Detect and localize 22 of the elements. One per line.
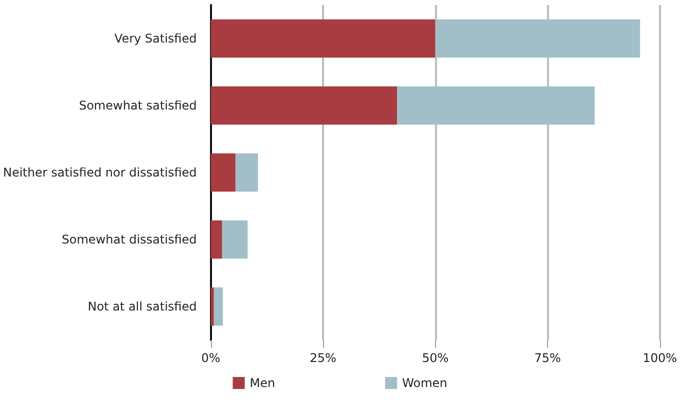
- y-tick-label: Somewhat dissatisfied: [62, 232, 197, 246]
- bar: [210, 153, 236, 192]
- y-tick-label: Not at all satisfied: [88, 300, 197, 314]
- bar: [210, 19, 436, 58]
- y-tick-label: Very Satisfied: [114, 32, 197, 46]
- x-tick-label: 25%: [310, 351, 336, 365]
- bar: [210, 287, 214, 326]
- legend-label: Men: [250, 376, 276, 390]
- y-tick-label: Somewhat satisfied: [78, 98, 197, 112]
- bar: [222, 220, 248, 259]
- x-tick-label: 75%: [534, 351, 561, 365]
- bar: [214, 287, 223, 326]
- y-tick-label: Neither satisfied nor dissatisfied: [2, 166, 197, 180]
- bar: [210, 86, 398, 125]
- bar: [235, 153, 258, 192]
- x-tick-label: 0%: [201, 351, 220, 365]
- legend-label: Women: [402, 376, 448, 390]
- x-tick-label: 100%: [642, 351, 678, 365]
- bar: [435, 19, 640, 58]
- bar: [397, 86, 595, 125]
- bar: [210, 220, 222, 259]
- x-tick-label: 50%: [422, 351, 449, 365]
